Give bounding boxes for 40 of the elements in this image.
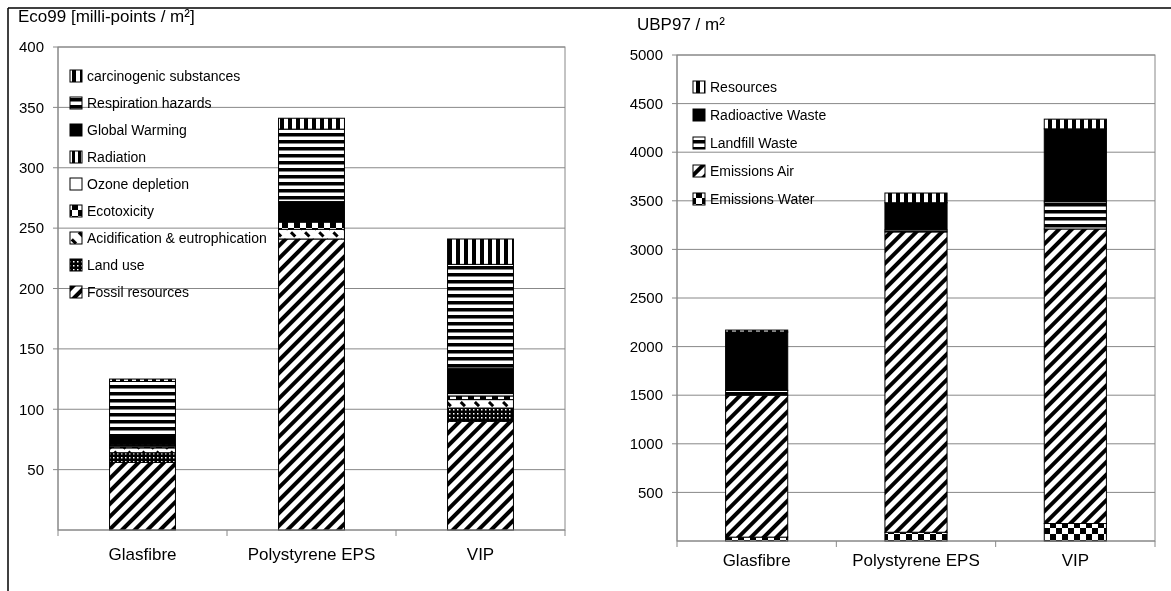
- legend-label: carcinogenic substances: [87, 67, 241, 84]
- legend-label: Ozone depletion: [87, 175, 189, 192]
- y-tick-label: 250: [18, 219, 44, 237]
- y-tick-label: 50: [27, 460, 44, 478]
- y-tick-label: 200: [18, 279, 44, 297]
- y-tick-label: 100: [18, 400, 44, 418]
- legend-label: Emissions Air: [710, 162, 795, 179]
- y-tick-label: 500: [637, 483, 663, 501]
- y-tick-label: 2500: [629, 289, 663, 307]
- legend-label: Emissions Water: [710, 190, 815, 207]
- x-tick-label: VIP: [466, 545, 495, 564]
- x-tick-label: Glasfibre: [722, 551, 791, 570]
- y-tick-label: 300: [18, 159, 44, 176]
- legend-label: Global Warming: [87, 121, 187, 138]
- legend-label: Acidification & eutrophication: [87, 229, 267, 246]
- legend-label: Ecotoxicity: [87, 202, 154, 219]
- x-tick-label: VIP: [1061, 551, 1090, 570]
- legend-label: Respiration hazards: [87, 94, 212, 111]
- y-tick-label: 3500: [629, 192, 663, 210]
- y-tick-label: 1500: [629, 386, 663, 404]
- legend-label: Radioactive Waste: [710, 106, 827, 123]
- legend-label: Land use: [87, 256, 145, 273]
- x-tick-label: Polystyrene EPS: [852, 551, 980, 570]
- x-tick-label: Glasfibre: [108, 545, 177, 564]
- x-tick-label: Polystyrene EPS: [247, 545, 376, 564]
- legend-label: Radiation: [87, 148, 147, 165]
- y-axis-title: Eco99 [milli-points / m²]: [18, 7, 195, 26]
- y-tick-label: 3000: [629, 240, 663, 258]
- legend-label: Resources: [710, 78, 777, 95]
- legend-label: Landfill Waste: [710, 134, 798, 151]
- y-tick-label: 4500: [629, 94, 663, 112]
- y-tick-label: 400: [18, 38, 44, 56]
- y-tick-label: 150: [18, 340, 44, 358]
- y-tick-label: 1000: [629, 435, 663, 453]
- y-tick-label: 5000: [629, 46, 663, 64]
- y-axis-title: UBP97 / m²: [637, 15, 726, 34]
- y-tick-label: 2000: [629, 337, 663, 355]
- y-tick-label: 350: [18, 98, 44, 116]
- legend-label: Fossil resources: [87, 283, 189, 300]
- y-tick-label: 4000: [629, 143, 663, 161]
